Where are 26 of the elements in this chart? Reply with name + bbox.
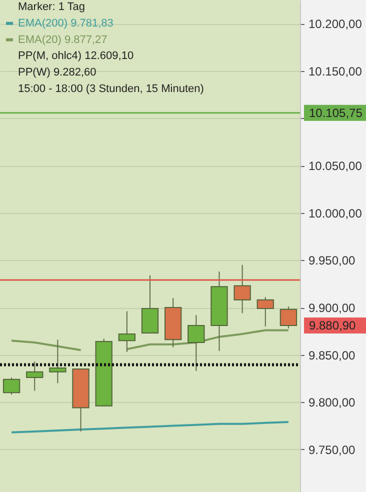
ref-line-label: 10.105,75 [309,106,363,120]
y-tick-label: 10.150,00 [308,64,362,78]
y-tick-label: 9.750,00 [308,442,356,457]
y-tick-label: 10.050,00 [308,159,362,174]
candlestick [256,296,274,327]
text: 9.880,90 [309,318,356,332]
annotation: 15:00 - 18:00 (3 Stunden, 15 Minuten) [18,83,204,95]
y-tick-label: 10.000,00 [308,206,362,220]
y-tick-label: 9.850,00 [308,348,356,362]
annotation: PP(M, ohlc4) 12.609,10 [18,50,134,62]
y-tick-label: 9.900,00 [308,301,356,315]
annotation: EMA(20) 9.877,27 [18,34,108,46]
y-tick-label: 9.800,00 [308,396,356,410]
candlestick [49,339,66,384]
annotation: Marker: 1 Tag [18,1,86,13]
annotation: EMA(200) 9.781,83 [18,17,114,30]
candlestick [118,310,136,352]
candlestick [2,377,20,396]
candlestick [188,314,205,372]
y-tick-label: 9.950,00 [308,254,356,268]
annotation: PP(W) 9.282,60 [18,66,96,79]
candlestick [280,306,298,329]
candlestick [234,264,251,314]
candlestick [26,360,44,392]
y-tick-label: 10.200,00 [308,17,362,32]
line-series [10,420,290,434]
